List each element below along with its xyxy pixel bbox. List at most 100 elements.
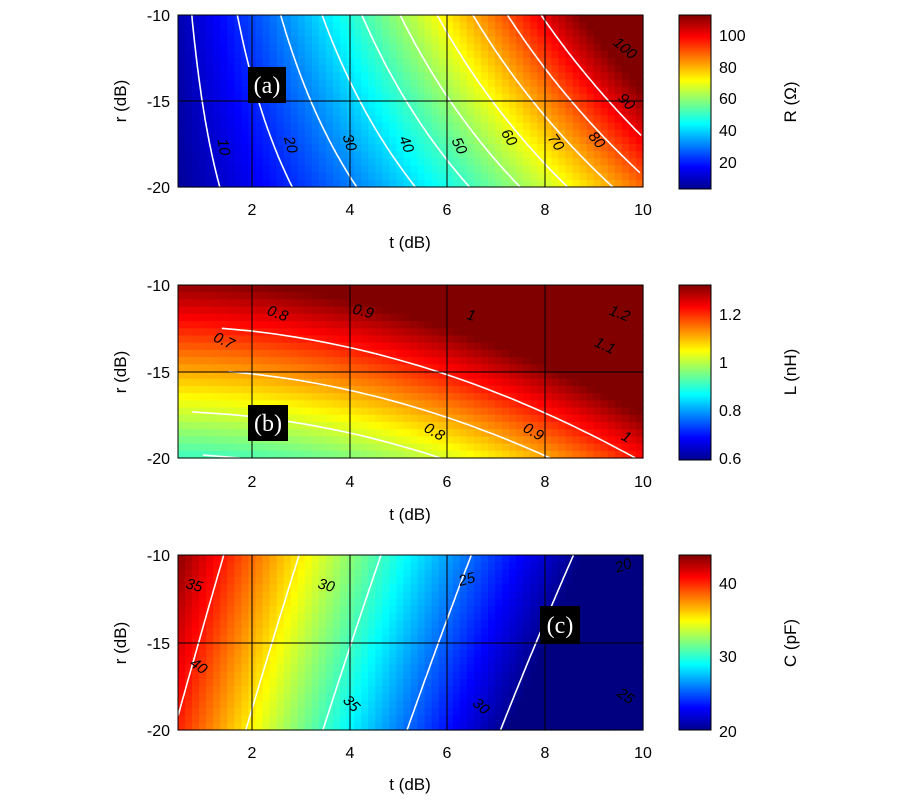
heatmap-cell: [473, 436, 482, 445]
heatmap-cell: [361, 378, 369, 387]
heatmap-cell: [340, 43, 348, 52]
heatmap-cell: [551, 79, 560, 88]
heatmap-cell: [297, 598, 306, 607]
heatmap-cell: [368, 115, 376, 124]
heatmap-cell: [283, 635, 292, 644]
heatmap-cell: [347, 569, 355, 578]
heatmap-cell: [586, 349, 595, 358]
heatmap-cell: [473, 165, 482, 174]
heatmap-cell: [565, 328, 574, 337]
heatmap-cell: [389, 50, 398, 59]
heatmap-cell: [185, 158, 193, 167]
heatmap-cell: [488, 285, 496, 293]
heatmap-cell: [354, 421, 362, 430]
heatmap-cell: [600, 65, 609, 73]
heatmap-cell: [593, 385, 602, 394]
heatmap-cell: [241, 429, 250, 437]
heatmap-cell: [635, 22, 644, 30]
heatmap-cell: [445, 569, 454, 578]
heatmap-cell: [269, 606, 278, 614]
heatmap-cell: [276, 58, 285, 66]
heatmap-cell: [452, 576, 461, 585]
heatmap-cell: [185, 58, 193, 66]
heatmap-cell: [635, 722, 644, 731]
heatmap-cell: [213, 378, 221, 387]
heatmap-cell: [558, 686, 567, 695]
heatmap-cell: [621, 136, 630, 145]
heatmap-cell: [297, 562, 306, 571]
heatmap-cell: [621, 22, 630, 30]
heatmap-cell: [614, 79, 623, 88]
heatmap-cell: [431, 299, 440, 308]
heatmap-cell: [509, 43, 517, 52]
heatmap-cell: [185, 642, 193, 651]
heatmap-cell: [459, 555, 468, 563]
heatmap-cell: [199, 364, 207, 373]
heatmap-cell: [354, 627, 362, 636]
heatmap-cell: [311, 598, 320, 607]
heatmap-cell: [269, 129, 278, 138]
heatmap-cell: [283, 335, 292, 344]
heatmap-cell: [178, 299, 186, 308]
heatmap-cell: [488, 15, 496, 23]
heatmap-cell: [185, 393, 193, 401]
heatmap-cell: [466, 136, 475, 145]
heatmap-cell: [290, 93, 299, 102]
heatmap-cell: [234, 93, 243, 102]
heatmap-cell: [347, 436, 355, 445]
heatmap-cell: [311, 144, 320, 152]
heatmap-cell: [473, 591, 482, 600]
heatmap-cell: [480, 591, 489, 600]
heatmap-cell: [403, 620, 412, 629]
heatmap-cell: [452, 285, 461, 293]
heatmap-cell: [635, 158, 644, 167]
heatmap-cell: [502, 421, 510, 430]
heatmap-cell: [530, 708, 538, 717]
heatmap-cell: [621, 642, 630, 651]
heatmap-cell: [621, 172, 630, 181]
heatmap-cell: [325, 321, 334, 329]
heatmap-cell: [558, 436, 567, 445]
heatmap-cell: [403, 349, 412, 358]
heatmap-cell: [523, 129, 531, 138]
heatmap-cell: [466, 58, 475, 66]
heatmap-cell: [325, 122, 334, 131]
heatmap-cell: [269, 385, 278, 394]
heatmap-cell: [466, 306, 475, 315]
heatmap-cell: [396, 450, 405, 459]
heatmap-cell: [516, 165, 524, 174]
heatmap-cell: [220, 657, 228, 665]
heatmap-cell: [410, 335, 419, 344]
heatmap-cell: [445, 335, 454, 344]
heatmap-cell: [537, 342, 545, 351]
heatmap-cell: [480, 122, 489, 131]
heatmap-cell: [199, 378, 207, 387]
heatmap-cell: [488, 642, 496, 651]
heatmap-cell: [318, 58, 327, 66]
heatmap-cell: [389, 620, 398, 629]
heatmap-cell: [368, 328, 376, 337]
heatmap-cell: [206, 36, 214, 45]
heatmap-cell: [551, 693, 560, 702]
heatmap-cell: [276, 627, 285, 636]
heatmap-cell: [424, 151, 433, 159]
heatmap-cell: [424, 627, 433, 636]
heatmap-cell: [375, 686, 383, 695]
heatmap-cell: [227, 700, 235, 709]
heatmap-cell: [558, 292, 567, 301]
heatmap-cell: [220, 576, 228, 585]
heatmap-cell: [438, 393, 447, 401]
heatmap-cell: [417, 165, 426, 174]
heatmap-cell: [185, 22, 193, 30]
heatmap-cell: [368, 591, 376, 600]
heatmap-cell: [438, 115, 447, 124]
heatmap-cell: [607, 657, 616, 665]
heatmap-cell: [206, 29, 214, 38]
heatmap-cell: [368, 693, 376, 702]
heatmap-cell: [227, 144, 235, 152]
heatmap-cell: [635, 715, 644, 724]
heatmap-cell: [417, 635, 426, 644]
heatmap-cell: [178, 642, 186, 651]
heatmap-cell: [234, 591, 243, 600]
